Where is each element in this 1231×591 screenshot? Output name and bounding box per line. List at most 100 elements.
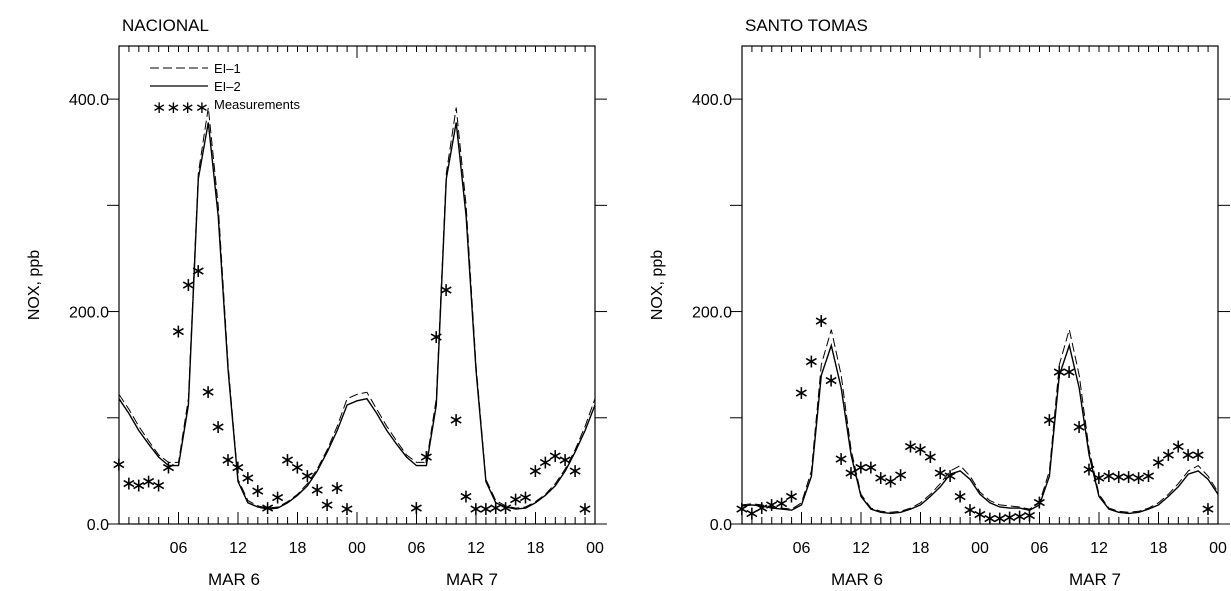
- chart-1-measurement-point: ∗: [250, 481, 266, 502]
- chart-1-measurement-point: ∗: [240, 468, 256, 489]
- chart-1-measurement-point: ∗: [537, 452, 553, 473]
- chart-1-measurement-point: ∗: [319, 495, 335, 516]
- chart-2-measurement-point: ∗: [1101, 466, 1117, 487]
- chart-2-measurement-point: ∗: [1121, 467, 1137, 488]
- chart-1-measurement-point: ∗: [190, 261, 206, 282]
- chart-1-measurement-point: ∗: [260, 498, 276, 519]
- chart-1-measurement-point: ∗: [418, 447, 434, 468]
- chart-2-xtick-label: 00: [1209, 540, 1227, 557]
- chart-1-measurement-point: ∗: [200, 382, 216, 403]
- chart-2-measurement-point: ∗: [833, 449, 849, 470]
- chart-1-measurement-point: ∗: [567, 461, 583, 482]
- chart-1-measurement-point: ∗: [210, 417, 226, 438]
- chart-1-measurement-point: ∗: [339, 499, 355, 520]
- chart-1-measurement-point: ∗: [161, 458, 177, 479]
- chart-2-measurement-point: ∗: [1170, 436, 1186, 457]
- chart-1-measurement-point: ∗: [448, 410, 464, 431]
- chart-1-measurement-point: ∗: [121, 474, 137, 495]
- chart-2-measurement-point: ∗: [1071, 417, 1087, 438]
- chart-1-measurement-point: ∗: [577, 499, 593, 520]
- chart-2-xtick-label: 18: [912, 540, 930, 557]
- chart-1-measurement-point: ∗: [280, 450, 296, 471]
- chart-2-xtick-label: 00: [971, 540, 989, 557]
- chart-1-xtick-label: 12: [229, 540, 247, 557]
- chart-2-measurement-point: ∗: [903, 436, 919, 457]
- chart-2-day-label: MAR 7: [1069, 570, 1121, 589]
- chart-1-measurement-point: ∗: [409, 498, 425, 519]
- chart-2-measurement-point: ∗: [913, 440, 929, 461]
- chart-2-measurement-point: ∗: [1200, 499, 1216, 520]
- chart-2-measurement-point: ∗: [1111, 467, 1127, 488]
- chart-2-ytick-label: 0.0: [710, 517, 732, 534]
- chart-2-ytick-label: 200.0: [692, 305, 732, 322]
- chart-1-series-ei2: [119, 122, 595, 510]
- chart-1-measurement-point: ∗: [458, 486, 474, 507]
- chart-2-measurement-point: ∗: [962, 500, 978, 521]
- chart-2-ylabel: NOX, ppb: [649, 250, 666, 320]
- chart-2-measurement-point: ∗: [1032, 493, 1048, 514]
- chart-1-ytick-label: 400.0: [69, 92, 109, 109]
- chart-1-measurement-point: ∗: [488, 498, 504, 519]
- chart-2-measurement-point: ∗: [992, 509, 1008, 530]
- chart-2-measurement-point: ∗: [803, 351, 819, 372]
- chart-1-measurement-point: ∗: [299, 466, 315, 487]
- chart-1-measurement-point: ∗: [131, 476, 147, 497]
- chart-1-measurement-point: ∗: [557, 450, 573, 471]
- chart-1-measurement-point: ∗: [180, 275, 196, 296]
- chart-2-measurement-point: ∗: [883, 471, 899, 492]
- chart-2-measurement-point: ∗: [784, 486, 800, 507]
- chart-2-measurement-point: ∗: [774, 494, 790, 515]
- chart-1-ytick-label: 0.0: [87, 517, 109, 534]
- chart-panel-1: NACIONAL NOX, ppb 0.0 200.0 400.0 06 12 18 00 06 1…: [26, 16, 607, 589]
- chart-2-measurement-point: ∗: [1022, 505, 1038, 526]
- chart-1-legend-label: Measurements: [214, 97, 300, 112]
- chart-1-xtick-label: 00: [348, 540, 366, 557]
- chart-2-measurement-point: ∗: [813, 311, 829, 332]
- chart-2-measurement-point: ∗: [823, 370, 839, 391]
- chart-1-measurement-point: ∗: [111, 454, 127, 475]
- chart-2-day-label: MAR 6: [831, 570, 883, 589]
- chart-2-measurement-point: ∗: [893, 465, 909, 486]
- chart-1-ylabel: NOX, ppb: [26, 250, 43, 320]
- chart-2-xtick-label: 12: [1090, 540, 1108, 557]
- chart-1-measurement-point: ∗: [171, 322, 187, 343]
- chart-2-measurement-point: ∗: [764, 495, 780, 516]
- chart-1-ytick-label: 200.0: [69, 305, 109, 322]
- chart-1-measurement-point: ∗: [309, 480, 325, 501]
- chart-2-series-ei2: [742, 342, 1218, 515]
- chart-1-legend-label: EI–2: [214, 79, 241, 94]
- chart-1-xtick-label: 12: [467, 540, 485, 557]
- chart-2-measurement-point: ∗: [1160, 445, 1176, 466]
- chart-2-measurement-point: ∗: [1190, 445, 1206, 466]
- chart-1-measurement-point: ∗: [220, 450, 236, 471]
- chart-2-measurement-point: ∗: [972, 504, 988, 525]
- chart-1-xtick-label: 06: [170, 540, 188, 557]
- chart-2-measurement-point: ∗: [1002, 508, 1018, 529]
- chart-2-measurement-point: ∗: [982, 509, 998, 530]
- chart-1-day-label: MAR 6: [208, 570, 260, 589]
- chart-2-measurement-point: ∗: [843, 463, 859, 484]
- chart-2-measurement-point: ∗: [853, 458, 869, 479]
- chart-2-measurement-point: ∗: [952, 486, 968, 507]
- chart-2-ytick-label: 400.0: [692, 92, 732, 109]
- chart-1-measurement-point: ∗: [151, 476, 167, 497]
- chart-2-measurement-point: ∗: [1141, 466, 1157, 487]
- chart-1-title: NACIONAL: [122, 16, 209, 35]
- chart-2-measurement-point: ∗: [863, 458, 879, 479]
- chart-2-measurement-point: ∗: [1012, 506, 1028, 527]
- chart-2-xtick-label: 06: [793, 540, 811, 557]
- chart-1-measurement-point: ∗: [468, 499, 484, 520]
- chart-1-legend-label: EI–1: [214, 61, 241, 76]
- chart-2-measurement-point: ∗: [932, 463, 948, 484]
- chart-2-title: SANTO TOMAS: [745, 16, 868, 35]
- chart-1-measurement-point: ∗: [518, 487, 534, 508]
- chart-2-measurement-point: ∗: [1051, 362, 1067, 383]
- chart-1-xtick-label: 00: [586, 540, 604, 557]
- chart-1-measurement-point: ∗: [547, 446, 563, 467]
- chart-2-series-ei1: [742, 329, 1218, 513]
- chart-2-measurement-point: ∗: [1041, 410, 1057, 431]
- chart-2-xtick-label: 06: [1031, 540, 1049, 557]
- chart-1-measurement-point: ∗: [329, 478, 345, 499]
- chart-2-measurement-point: ∗: [1061, 362, 1077, 383]
